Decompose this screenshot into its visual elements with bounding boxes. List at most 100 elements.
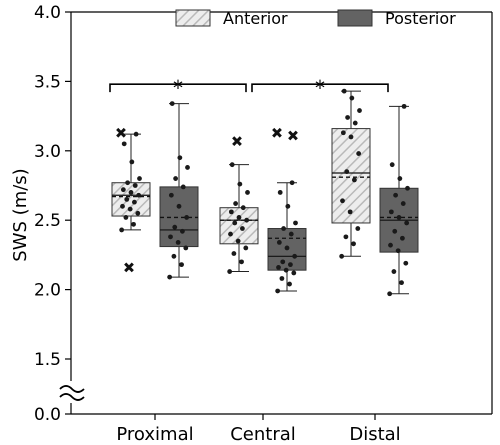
data-point xyxy=(127,206,133,212)
box-posterior-central xyxy=(267,127,307,294)
data-point xyxy=(345,115,350,120)
data-point xyxy=(288,231,294,237)
plot-frame xyxy=(70,11,493,415)
data-point xyxy=(180,228,185,234)
data-point xyxy=(227,269,233,274)
data-point xyxy=(235,238,241,244)
data-point xyxy=(283,267,289,273)
data-point xyxy=(396,215,402,220)
data-point xyxy=(357,108,362,113)
series-anterior xyxy=(111,88,371,274)
box-iqr xyxy=(331,128,371,224)
data-point xyxy=(184,215,190,220)
data-point xyxy=(121,141,127,147)
data-point xyxy=(344,169,350,175)
y-tick-label: 4.0 xyxy=(34,3,61,23)
data-point xyxy=(239,259,244,265)
data-point xyxy=(340,198,345,204)
data-point xyxy=(280,259,286,265)
x-tick-label-proximal: Proximal xyxy=(116,424,193,445)
data-point xyxy=(132,199,137,205)
bracket-line xyxy=(251,83,389,93)
data-point xyxy=(231,251,237,256)
y-tick-label: 0.0 xyxy=(34,405,61,425)
data-point xyxy=(244,217,250,223)
data-point xyxy=(243,245,249,251)
data-point xyxy=(387,291,393,297)
data-point xyxy=(180,184,186,190)
legend-label-anterior: Anterior xyxy=(223,9,288,28)
data-point xyxy=(183,245,189,251)
box-posterior-distal xyxy=(379,103,419,297)
axis-break-marker xyxy=(58,381,88,403)
data-point xyxy=(276,240,282,245)
data-point xyxy=(341,88,347,94)
data-point xyxy=(229,162,235,168)
data-point xyxy=(351,241,356,247)
data-point xyxy=(403,260,409,266)
data-point xyxy=(169,101,175,107)
box-iqr xyxy=(159,186,199,248)
y-tick-label: 3.5 xyxy=(34,72,61,92)
y-tick-label: 2.5 xyxy=(34,211,61,231)
data-point xyxy=(132,183,138,188)
data-point xyxy=(129,159,135,165)
data-point xyxy=(400,235,405,241)
y-tick-label: 2.0 xyxy=(34,281,61,301)
data-point xyxy=(240,226,245,231)
data-point xyxy=(232,220,238,226)
box-anterior-central xyxy=(219,136,259,274)
data-point xyxy=(237,181,243,187)
legend-swatch-anterior xyxy=(175,9,211,27)
data-point xyxy=(404,220,410,226)
data-point xyxy=(389,162,395,168)
data-point xyxy=(347,209,353,215)
data-point xyxy=(284,245,290,251)
box-posterior-proximal xyxy=(159,101,199,280)
significance-star: * xyxy=(173,76,183,100)
data-point xyxy=(172,224,178,230)
data-point xyxy=(168,192,174,198)
data-point xyxy=(352,120,358,126)
data-point xyxy=(352,177,357,183)
data-point xyxy=(120,187,126,193)
box-anterior-distal xyxy=(331,88,371,259)
data-point xyxy=(177,155,183,161)
data-point xyxy=(133,131,139,137)
data-point xyxy=(388,209,394,215)
data-point xyxy=(179,262,184,268)
outlier-mark xyxy=(124,262,134,273)
significance-bracket: * xyxy=(251,76,389,100)
legend-label-posterior: Posterior xyxy=(385,9,456,28)
legend-swatch-posterior xyxy=(337,9,373,27)
data-point xyxy=(285,203,291,209)
box-series xyxy=(111,88,419,297)
data-point xyxy=(276,264,281,270)
data-point xyxy=(393,192,398,198)
y-tick-label: 1.5 xyxy=(34,350,61,370)
bracket-line xyxy=(109,83,247,93)
data-point xyxy=(391,269,397,274)
data-point xyxy=(137,176,142,181)
data-point xyxy=(279,276,285,281)
y-tick-label: 3.0 xyxy=(34,142,61,162)
box-iqr xyxy=(219,207,259,245)
data-point xyxy=(171,253,177,259)
data-point xyxy=(233,201,239,206)
x-tick-label-distal: Distal xyxy=(349,424,400,445)
data-point xyxy=(228,209,234,215)
data-point xyxy=(292,253,298,259)
data-point xyxy=(176,203,182,209)
data-point xyxy=(131,221,136,227)
data-point xyxy=(236,215,242,220)
data-point xyxy=(288,262,293,268)
data-point xyxy=(281,226,286,231)
data-point xyxy=(343,234,349,240)
outlier-mark xyxy=(288,130,298,141)
data-point xyxy=(173,176,179,181)
data-point xyxy=(123,215,129,220)
data-point xyxy=(124,196,130,202)
data-point xyxy=(349,95,355,101)
data-point xyxy=(405,185,410,191)
